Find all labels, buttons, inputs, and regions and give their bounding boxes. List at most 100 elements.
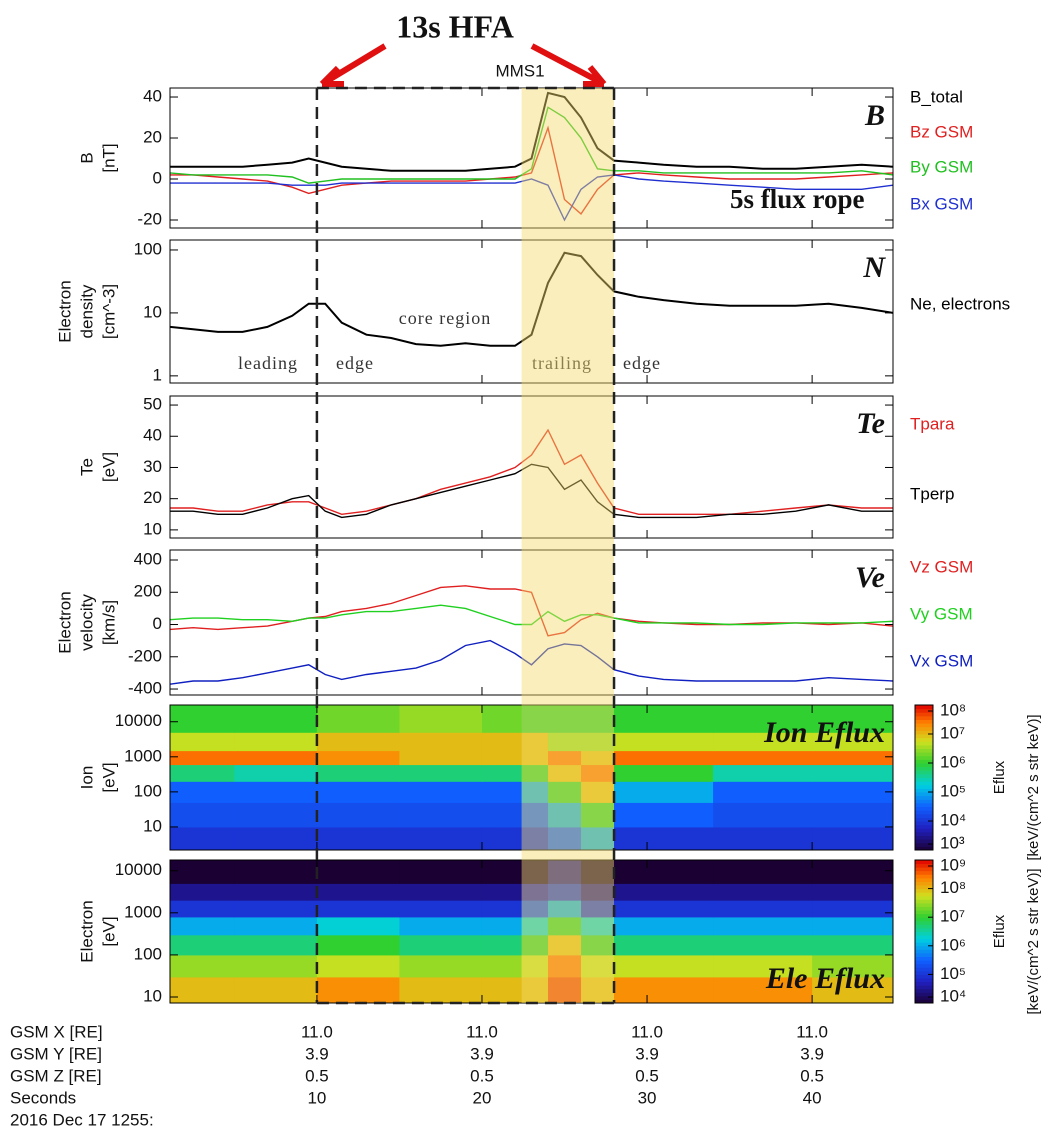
y-tick-label: -400 — [128, 679, 162, 698]
colorbar-strip — [915, 708, 933, 713]
colorbar-strip — [915, 770, 933, 775]
colorbar-strip — [915, 999, 933, 1004]
heatmap-cell — [234, 860, 318, 884]
colorbar-strip — [915, 806, 933, 811]
heatmap-cell — [713, 934, 813, 956]
heatmap-cell — [170, 934, 235, 956]
heatmap-cell — [548, 934, 582, 956]
heatmap-cell — [581, 916, 615, 936]
colorbar-strip — [915, 902, 933, 907]
colorbar-strip — [915, 788, 933, 793]
heatmap-cell — [614, 802, 714, 828]
colorbar-strip — [915, 773, 933, 778]
heatmap-cell — [581, 732, 615, 752]
x-tick-label: 30 — [638, 1088, 657, 1107]
series-line — [170, 125, 894, 215]
heatmap-cell — [581, 826, 615, 851]
colorbar-strip — [915, 867, 933, 872]
colorbar-strip — [915, 835, 933, 840]
heatmap-cell — [234, 976, 318, 1004]
y-tick-label: 100 — [134, 781, 162, 800]
series-line — [169, 604, 894, 626]
heatmap-cell — [170, 732, 235, 752]
ephemeris-value: 0.5 — [800, 1066, 824, 1085]
heatmap-cell — [548, 883, 582, 901]
y-tick-label: 50 — [143, 395, 162, 414]
colorbar-strip — [915, 824, 933, 829]
heatmap-cell — [170, 802, 235, 828]
colorbar-strip — [915, 839, 933, 844]
heatmap-cell — [581, 934, 615, 956]
heatmap-cell — [234, 705, 318, 733]
colorbar-strip — [915, 981, 933, 986]
heatmap-cell — [713, 860, 813, 884]
colorbar-strip — [915, 931, 933, 936]
colorbar-strip — [915, 888, 933, 893]
colorbar-strip — [915, 917, 933, 922]
heatmap-cell — [581, 781, 615, 803]
heatmap-cell — [614, 750, 714, 766]
legend-label: B_total — [910, 87, 963, 106]
colorbar-label: [keV/(cm^2 s str keV)] — [1025, 868, 1042, 1014]
heatmap-cell — [234, 934, 318, 956]
colorbar-strip — [915, 920, 933, 925]
y-axis-label: [eV] — [99, 762, 118, 792]
ephemeris-value: 3.9 — [305, 1044, 329, 1063]
panel-frame — [169, 239, 894, 384]
heatmap-cell — [316, 764, 400, 782]
heatmap-cell — [614, 705, 714, 733]
colorbar-strip — [915, 870, 933, 875]
colorbar-strip — [915, 942, 933, 947]
annotation: 5s flux rope — [730, 184, 865, 214]
y-axis-label: Te — [77, 458, 96, 476]
colorbar-strip — [915, 960, 933, 965]
heatmap-cell — [481, 860, 523, 884]
y-tick-label: 1 — [153, 365, 162, 384]
colorbar-tick-label: 10⁶ — [940, 752, 966, 771]
annotation: core region — [399, 308, 491, 328]
colorbar-strip — [915, 881, 933, 886]
colorbar-strip — [915, 924, 933, 929]
panel-tag: Te — [856, 407, 885, 440]
heatmap-cell — [521, 934, 549, 956]
y-tick-label: 1000 — [124, 746, 162, 765]
colorbar-strip — [915, 831, 933, 836]
colorbar-strip — [915, 759, 933, 764]
heatmap-cell — [399, 954, 483, 978]
colorbar-tick-label: 10⁷ — [940, 723, 965, 742]
series-line — [170, 91, 894, 172]
heatmap-cell — [812, 764, 894, 782]
ephemeris-value: 3.9 — [635, 1044, 659, 1063]
heatmap-cell — [316, 916, 400, 936]
heatmap-cell — [614, 916, 714, 936]
legend-label: By GSM — [910, 157, 973, 176]
heatmap-cell — [812, 954, 894, 978]
colorbar-frame — [914, 704, 934, 851]
heatmap-cell — [812, 860, 894, 884]
heatmap-cell — [481, 732, 523, 752]
date-label: 2016 Dec 17 1255: — [10, 1110, 154, 1129]
heatmap-cell — [713, 826, 813, 851]
y-axis-label: B — [77, 152, 96, 163]
heatmap-cell — [614, 954, 714, 978]
colorbar-strip — [915, 737, 933, 742]
heatmap-cell — [399, 826, 483, 851]
colorbar-strip — [915, 817, 933, 822]
colorbar-tick-label: 10⁵ — [940, 964, 966, 983]
heatmap-cell — [170, 750, 235, 766]
heatmap-cell — [812, 802, 894, 828]
ephemeris-value: 3.9 — [470, 1044, 494, 1063]
heatmap-cell — [316, 781, 400, 803]
heatmap-cell — [713, 781, 813, 803]
heatmap-cell — [713, 954, 813, 978]
heatmap-cell — [548, 954, 582, 978]
y-axis-label: [cm^-3] — [99, 284, 118, 339]
y-axis-label: velocity — [77, 594, 96, 651]
heatmap-cell — [399, 934, 483, 956]
y-axis-label: Electron — [55, 280, 74, 342]
y-tick-label: 40 — [143, 426, 162, 445]
heatmap-cell — [399, 883, 483, 901]
figure-title: 13s HFA — [396, 8, 514, 44]
colorbar-strip — [915, 967, 933, 972]
colorbar-tick-label: 10⁶ — [940, 935, 966, 954]
